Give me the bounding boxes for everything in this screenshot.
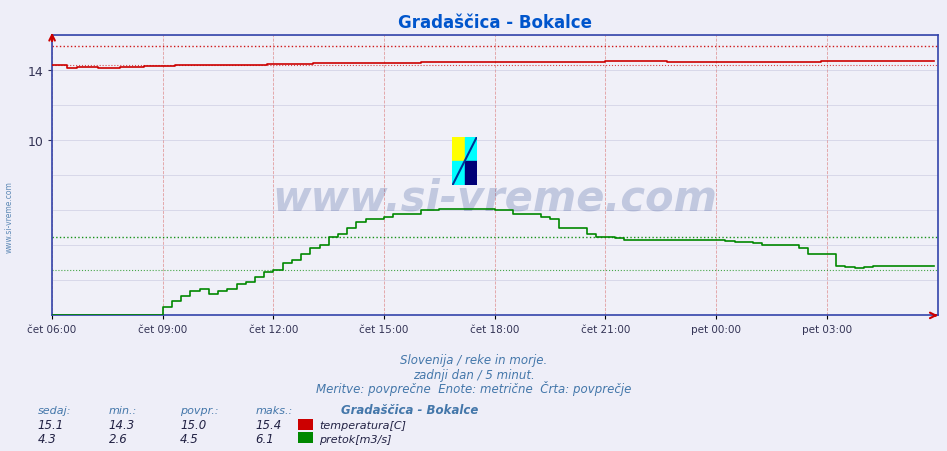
Text: povpr.:: povpr.: [180, 405, 219, 414]
Text: www.si-vreme.com: www.si-vreme.com [273, 177, 717, 219]
Text: 15.4: 15.4 [256, 418, 282, 431]
Text: 2.6: 2.6 [109, 432, 128, 445]
Text: pretok[m3/s]: pretok[m3/s] [319, 433, 392, 443]
Title: Gradaščica - Bokalce: Gradaščica - Bokalce [398, 14, 592, 32]
Text: 4.3: 4.3 [38, 432, 57, 445]
Text: min.:: min.: [109, 405, 137, 414]
Text: zadnji dan / 5 minut.: zadnji dan / 5 minut. [413, 368, 534, 381]
Text: 14.3: 14.3 [109, 418, 135, 431]
Text: 15.1: 15.1 [38, 418, 64, 431]
Text: www.si-vreme.com: www.si-vreme.com [5, 180, 14, 253]
Text: 6.1: 6.1 [256, 432, 275, 445]
Bar [453, 138, 465, 162]
Text: 15.0: 15.0 [180, 418, 206, 431]
Bar [453, 162, 465, 186]
Text: sedaj:: sedaj: [38, 405, 71, 414]
Text: Meritve: povprečne  Enote: metrične  Črta: povprečje: Meritve: povprečne Enote: metrične Črta:… [315, 380, 632, 396]
Text: maks.:: maks.: [256, 405, 293, 414]
Bar [465, 162, 477, 186]
Text: 4.5: 4.5 [180, 432, 199, 445]
Text: temperatura[C]: temperatura[C] [319, 420, 406, 430]
Text: Gradaščica - Bokalce: Gradaščica - Bokalce [341, 403, 478, 416]
Bar [465, 138, 477, 162]
Text: Slovenija / reke in morje.: Slovenija / reke in morje. [400, 353, 547, 366]
